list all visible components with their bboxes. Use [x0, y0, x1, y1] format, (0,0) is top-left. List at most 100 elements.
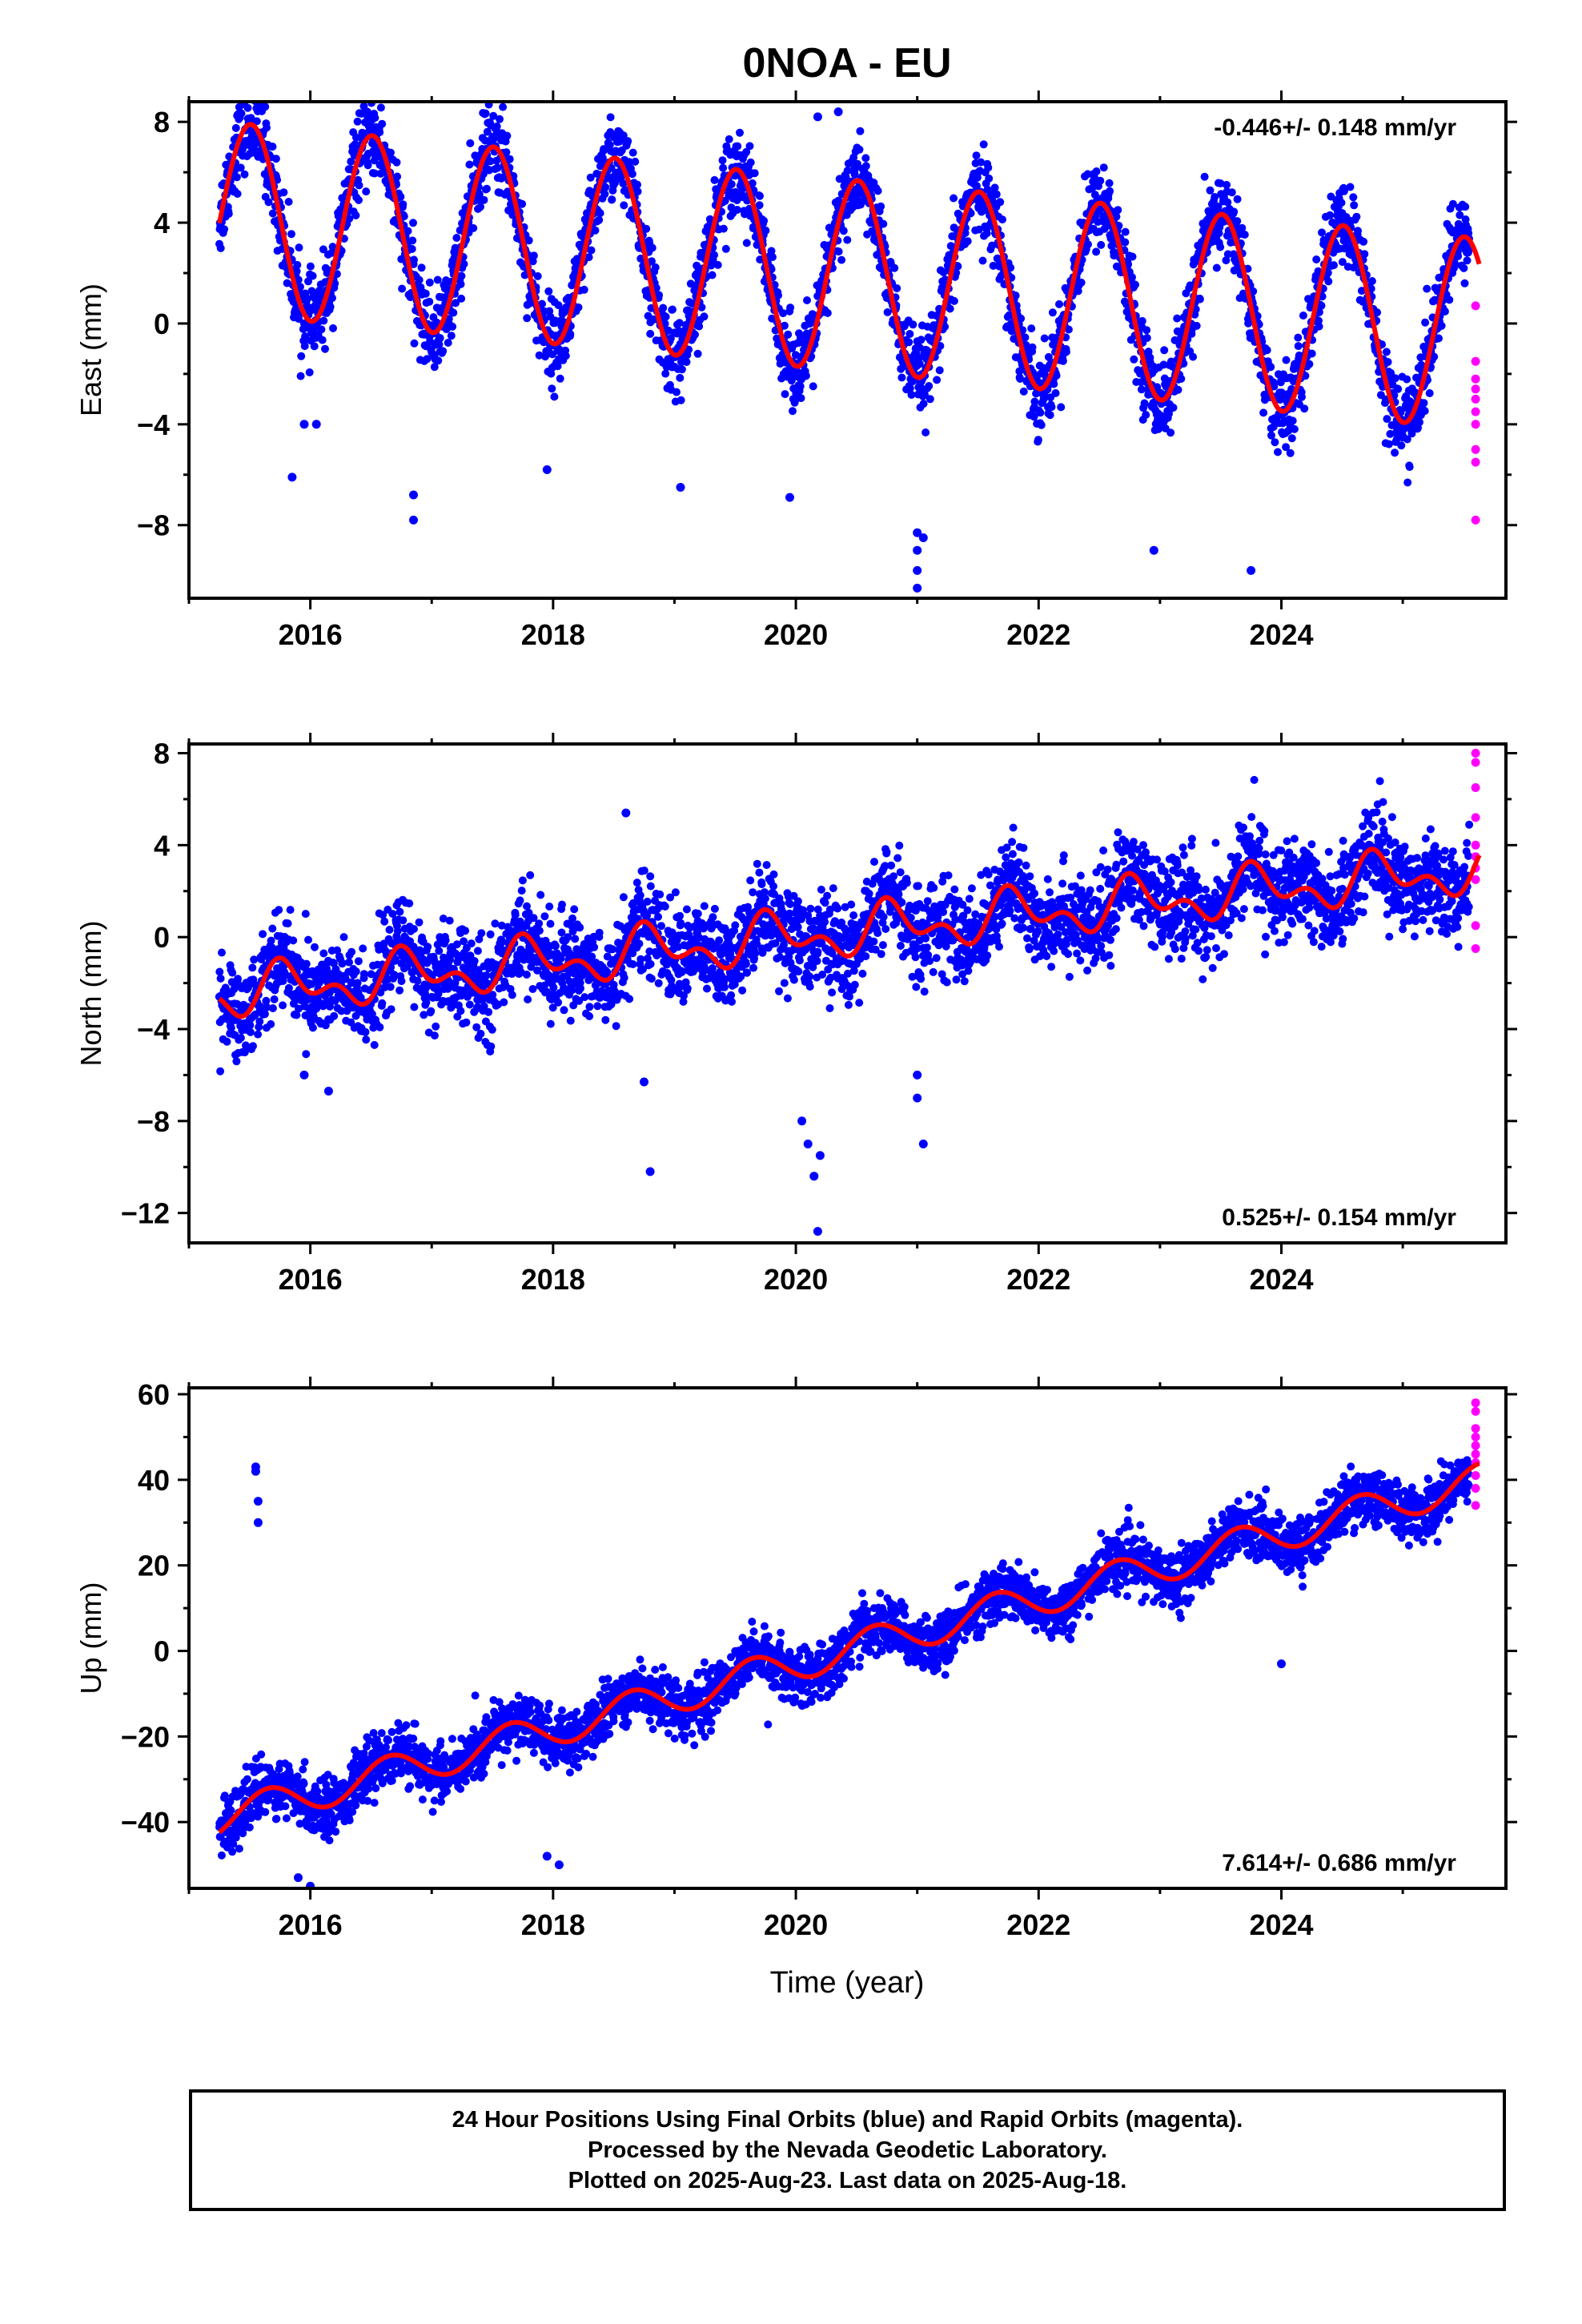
- east-final-point: [839, 227, 848, 235]
- east-final-point: [318, 336, 327, 344]
- east-final-point: [296, 283, 304, 292]
- east-final-point: [1138, 316, 1146, 325]
- east-final-point: [425, 278, 434, 287]
- east-final-point: [376, 103, 385, 112]
- east-final-point: [480, 195, 488, 204]
- east-final-point: [1338, 258, 1347, 267]
- east-final-point: [1421, 318, 1430, 327]
- east-final-point: [1318, 228, 1326, 237]
- north-final-point: [643, 911, 652, 920]
- north-final-point: [498, 937, 507, 946]
- east-final-point: [972, 151, 981, 160]
- north-final-point: [585, 1003, 594, 1011]
- east-final-point: [1274, 448, 1282, 456]
- east-final-point: [1415, 418, 1423, 427]
- east-outlier-point: [299, 420, 309, 429]
- east-final-point: [460, 259, 468, 268]
- north-final-point: [254, 1030, 263, 1039]
- north-final-point: [603, 967, 612, 976]
- east-final-point: [297, 352, 306, 360]
- east-y-tick-label: 8: [154, 106, 170, 139]
- east-final-point: [973, 182, 981, 191]
- north-final-point: [535, 919, 544, 928]
- east-final-point: [1240, 231, 1249, 239]
- east-final-point: [457, 271, 466, 280]
- east-final-point: [1403, 375, 1411, 384]
- north-final-point: [601, 1015, 610, 1024]
- east-final-point: [985, 174, 994, 183]
- east-final-point: [977, 158, 986, 167]
- east-final-point: [1077, 278, 1086, 287]
- north-final-point: [339, 933, 348, 942]
- north-final-point: [284, 983, 293, 992]
- north-final-point: [430, 1031, 439, 1040]
- east-final-point: [1460, 279, 1469, 287]
- north-final-point: [619, 893, 628, 902]
- east-final-point: [978, 256, 987, 265]
- east-final-point: [1030, 397, 1039, 406]
- east-final-point: [329, 324, 337, 332]
- chart-title: 0NOA - EU: [743, 40, 952, 86]
- east-final-point: [605, 141, 614, 149]
- north-final-point: [551, 942, 560, 951]
- east-final-point: [686, 279, 695, 288]
- east-final-point: [843, 235, 852, 244]
- north-final-point: [625, 995, 634, 1003]
- north-final-point: [528, 985, 537, 993]
- north-final-point: [248, 963, 257, 972]
- east-outlier-point: [785, 493, 794, 502]
- north-final-point: [488, 991, 497, 999]
- north-final-point: [361, 1027, 370, 1036]
- east-final-point: [1142, 411, 1150, 419]
- east-final-point: [721, 244, 730, 253]
- east-final-point: [1326, 211, 1335, 219]
- east-final-point: [1435, 334, 1443, 343]
- east-final-point: [1287, 434, 1296, 443]
- east-final-point: [319, 245, 327, 254]
- north-final-point: [427, 1007, 436, 1015]
- east-final-point: [371, 169, 379, 178]
- north-final-point: [646, 959, 655, 968]
- east-final-point: [1140, 399, 1149, 408]
- east-final-point: [883, 308, 892, 316]
- east-final-point: [447, 332, 456, 340]
- east-final-point: [1227, 188, 1236, 197]
- east-final-point: [1323, 268, 1332, 277]
- east-final-point: [408, 244, 416, 253]
- east-final-point: [1047, 403, 1056, 412]
- east-final-point: [556, 374, 564, 383]
- north-final-point: [215, 967, 224, 976]
- east-final-point: [1216, 243, 1225, 251]
- east-final-point: [1423, 284, 1431, 293]
- east-rapid-point: [1471, 374, 1480, 384]
- north-final-point: [268, 924, 277, 933]
- east-final-point: [719, 163, 728, 172]
- north-final-point: [473, 947, 482, 955]
- east-final-point: [879, 219, 888, 228]
- east-outlier-point: [676, 483, 685, 492]
- east-final-point: [1034, 436, 1042, 444]
- north-final-point: [385, 926, 394, 934]
- east-final-point: [695, 322, 704, 331]
- east-final-point: [1105, 179, 1114, 187]
- north-final-point: [410, 925, 418, 933]
- east-final-point: [1106, 187, 1114, 195]
- north-final-point: [415, 918, 424, 927]
- east-final-point: [725, 135, 733, 143]
- east-final-point: [1403, 435, 1411, 444]
- north-final-point: [612, 1022, 620, 1031]
- east-final-point: [1282, 443, 1291, 452]
- east-final-point: [1324, 277, 1333, 286]
- east-final-point: [410, 255, 418, 264]
- east-y-tick-label: −4: [137, 408, 170, 441]
- east-final-point: [1192, 321, 1201, 330]
- north-final-point: [557, 928, 566, 937]
- north-final-point: [533, 966, 541, 975]
- east-final-point: [1354, 227, 1362, 235]
- east-final-point: [1249, 287, 1258, 296]
- east-final-point: [803, 296, 811, 304]
- east-final-point: [1360, 250, 1369, 259]
- north-final-point: [677, 919, 685, 927]
- east-final-point: [655, 291, 664, 300]
- east-final-point: [974, 225, 983, 234]
